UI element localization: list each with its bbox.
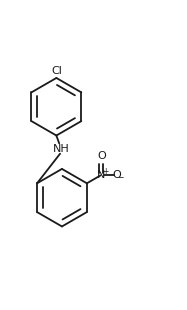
Text: +: + — [102, 167, 109, 176]
Text: O: O — [112, 170, 121, 180]
Text: NH: NH — [53, 144, 69, 153]
Text: −: − — [117, 173, 124, 182]
Text: Cl: Cl — [51, 66, 62, 77]
Text: O: O — [97, 151, 106, 161]
Text: N: N — [97, 170, 105, 180]
